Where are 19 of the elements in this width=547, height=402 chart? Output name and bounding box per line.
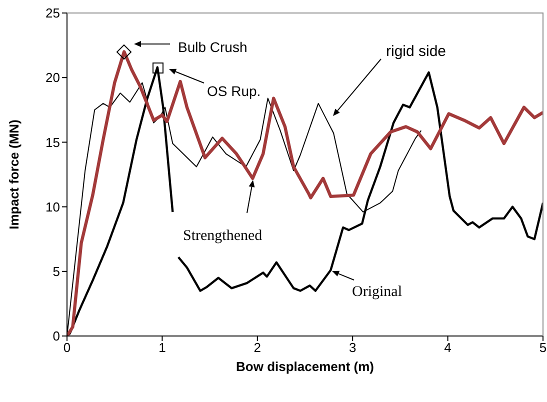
annotation: OS Rup. xyxy=(207,83,261,99)
annotation: rigid side xyxy=(386,43,446,60)
x-tick-label: 0 xyxy=(63,340,71,356)
y-tick-label: 20 xyxy=(46,70,60,86)
x-tick-label: 3 xyxy=(348,340,356,356)
annotation: Original xyxy=(352,284,402,300)
annotation: Bulb Crush xyxy=(178,39,248,55)
x-axis-title: Bow displacement (m) xyxy=(236,359,374,374)
x-tick-label: 1 xyxy=(158,340,166,356)
y-tick-label: 15 xyxy=(46,134,60,150)
y-tick-label: 10 xyxy=(46,199,60,214)
y-tick-label: 0 xyxy=(52,328,60,344)
x-tick-label: 5 xyxy=(539,340,547,356)
y-tick-label: 25 xyxy=(46,6,60,21)
x-tick-label: 2 xyxy=(254,340,262,356)
annotation: Strengthened xyxy=(183,228,263,244)
x-tick-label: 4 xyxy=(444,340,452,356)
y-axis-title: Impact force (MN) xyxy=(6,120,22,230)
y-tick-label: 5 xyxy=(52,264,60,280)
